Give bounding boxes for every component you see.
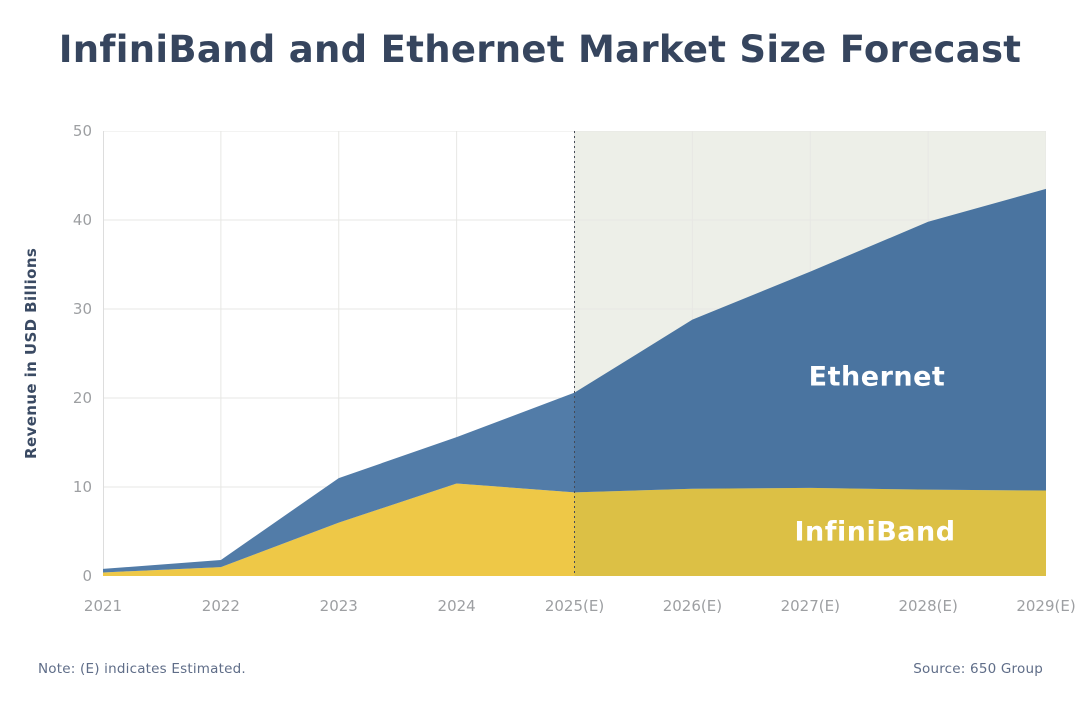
y-tick-label: 0 bbox=[82, 567, 92, 585]
x-tick-label: 2028(E) bbox=[898, 597, 958, 615]
x-tick-label: 2029(E) bbox=[1016, 597, 1076, 615]
chart-title: InfiniBand and Ethernet Market Size Fore… bbox=[58, 28, 1022, 71]
y-tick-label: 30 bbox=[72, 300, 92, 318]
plot-area: Ethernet InfiniBand bbox=[103, 131, 1046, 576]
source-credit: Source: 650 Group bbox=[913, 661, 1043, 677]
x-tick-label: 2021 bbox=[83, 597, 123, 615]
y-tick-label: 10 bbox=[72, 478, 92, 496]
y-tick-label: 50 bbox=[72, 122, 92, 140]
chart-footer: Note: (E) indicates Estimated. Source: 6… bbox=[38, 661, 1043, 677]
ethernet-area-forecast bbox=[574, 188, 1046, 493]
y-tick-label: 20 bbox=[72, 389, 92, 407]
x-tick-label: 2023 bbox=[319, 597, 358, 615]
infiniband-area-actual bbox=[103, 483, 575, 576]
stacked-area-plot bbox=[103, 131, 1046, 576]
ethernet-area-actual bbox=[103, 392, 575, 573]
x-tick-label: 2025(E) bbox=[544, 597, 605, 615]
x-tick-label: 2027(E) bbox=[780, 597, 840, 615]
y-tick-label: 40 bbox=[72, 211, 92, 229]
x-tick-label: 2024 bbox=[437, 597, 476, 615]
y-axis-title: Revenue in USD Billions bbox=[22, 247, 40, 460]
infiniband-series-label: InfiniBand bbox=[794, 516, 956, 548]
footnote-estimated: Note: (E) indicates Estimated. bbox=[38, 661, 246, 677]
ethernet-series-label: Ethernet bbox=[808, 361, 946, 393]
x-tick-label: 2022 bbox=[201, 597, 240, 615]
x-tick-label: 2026(E) bbox=[662, 597, 723, 615]
infiniband-area-forecast bbox=[574, 487, 1046, 576]
